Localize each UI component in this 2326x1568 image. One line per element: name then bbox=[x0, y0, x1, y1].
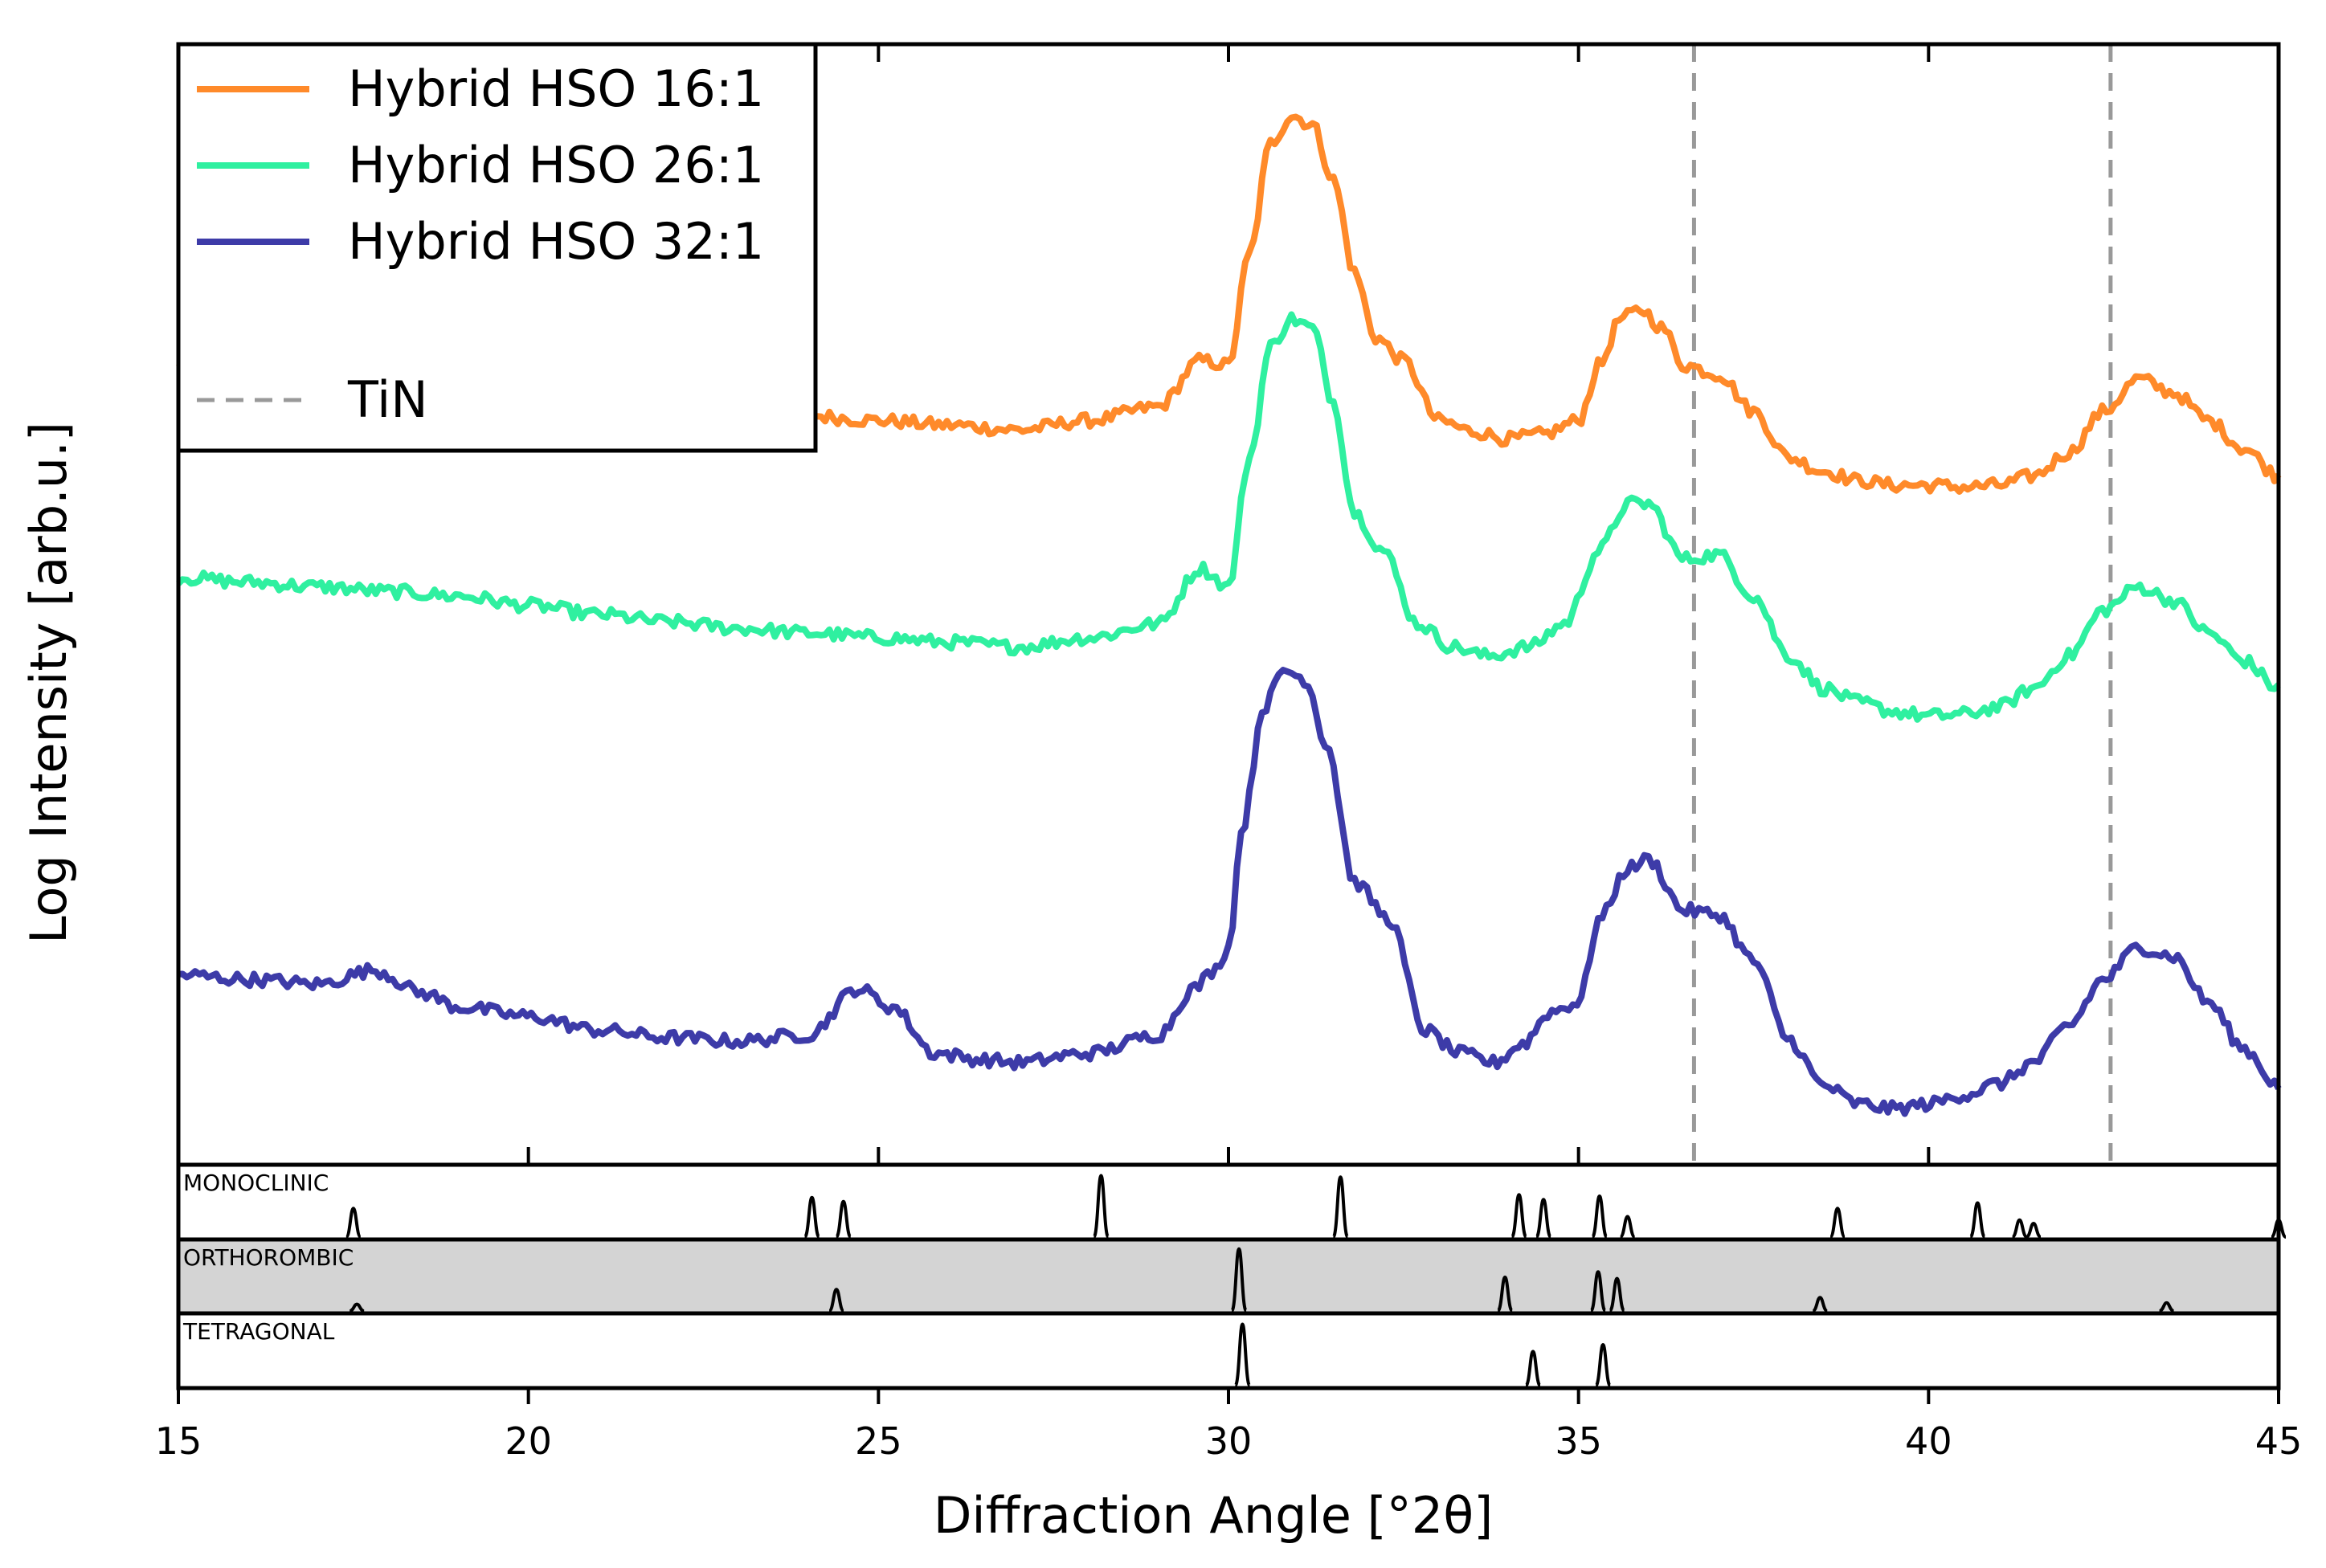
x-tick-label-4: 35 bbox=[1555, 1419, 1602, 1463]
ref-peak-1-1 bbox=[828, 1288, 845, 1313]
legend-label-26-1: Hybrid HSO 26:1 bbox=[348, 136, 764, 194]
ref-peak-0-10 bbox=[1968, 1201, 1987, 1239]
ref-peak-1-3 bbox=[1496, 1275, 1515, 1313]
y-axis-title: Log Intensity [arb.u.] bbox=[19, 422, 78, 944]
ref-peak-1-4 bbox=[1589, 1270, 1608, 1313]
ref-peak-0-9 bbox=[1829, 1207, 1847, 1239]
ref-peak-0-0 bbox=[344, 1207, 362, 1239]
legend-box bbox=[176, 42, 818, 453]
ref-peak-1-0 bbox=[349, 1302, 365, 1313]
ref-peak-0-7 bbox=[1590, 1194, 1609, 1239]
ref-peak-0-6 bbox=[1535, 1198, 1553, 1239]
x-tick-label-2: 25 bbox=[855, 1419, 902, 1463]
ref-peak-0-2 bbox=[834, 1199, 852, 1239]
ref-peak-0-11 bbox=[2011, 1218, 2028, 1239]
x-tick-label-5: 40 bbox=[1905, 1419, 1952, 1463]
ref-label-tetragonal: TETRAGONAL bbox=[182, 1318, 335, 1345]
x-axis-title: Diffraction Angle [°2θ] bbox=[934, 1486, 1494, 1545]
x-tick-label-0: 15 bbox=[155, 1419, 202, 1463]
legend: Hybrid HSO 16:1 Hybrid HSO 26:1 Hybrid H… bbox=[176, 42, 818, 453]
ref-panel-bg-0 bbox=[178, 1165, 2279, 1239]
legend-label-tin: TiN bbox=[347, 370, 428, 429]
ref-peak-1-2 bbox=[1230, 1247, 1249, 1313]
ref-label-monoclinic: MONOCLINIC bbox=[183, 1170, 329, 1196]
ref-peak-0-5 bbox=[1510, 1193, 1528, 1239]
x-tick-label-3: 30 bbox=[1205, 1419, 1253, 1463]
ref-peak-1-6 bbox=[1812, 1296, 1829, 1313]
ref-peak-0-12 bbox=[2026, 1221, 2042, 1239]
ref-peak-2-2 bbox=[1594, 1342, 1613, 1387]
ref-peak-1-5 bbox=[1608, 1276, 1626, 1313]
ref-peak-1-7 bbox=[2159, 1301, 2175, 1313]
ref-peak-0-1 bbox=[803, 1195, 821, 1239]
ref-panel-bg-2 bbox=[178, 1313, 2279, 1388]
ref-peak-0-3 bbox=[1092, 1174, 1110, 1239]
ref-label-orthorombic: ORTHOROMBIC bbox=[183, 1244, 354, 1271]
legend-label-32-1: Hybrid HSO 32:1 bbox=[348, 212, 764, 271]
series-line-2 bbox=[178, 667, 2282, 1117]
legend-label-16-1: Hybrid HSO 16:1 bbox=[348, 59, 764, 118]
ref-panel-bg-1 bbox=[178, 1239, 2279, 1313]
ref-peak-0-8 bbox=[1619, 1215, 1636, 1239]
ref-peak-2-1 bbox=[1524, 1350, 1543, 1387]
x-tick-label-6: 45 bbox=[2255, 1419, 2303, 1463]
ref-peak-0-4 bbox=[1331, 1175, 1350, 1239]
x-tick-label-1: 20 bbox=[505, 1419, 552, 1463]
ref-peak-2-0 bbox=[1233, 1322, 1252, 1387]
series-line-1 bbox=[176, 311, 2281, 723]
